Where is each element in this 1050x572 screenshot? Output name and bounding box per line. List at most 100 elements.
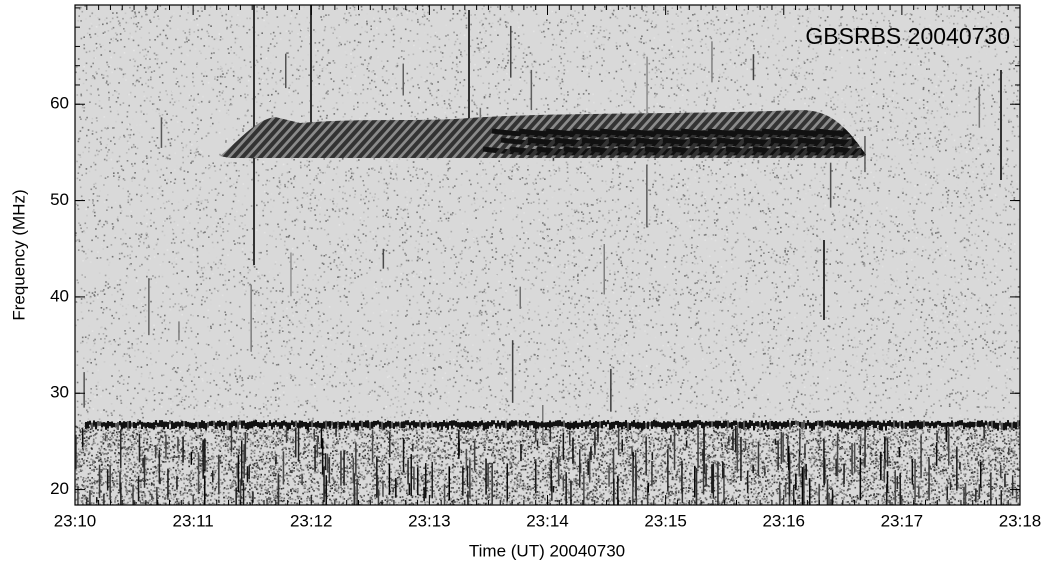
noise: [773, 326, 775, 328]
noise: [871, 347, 873, 349]
noise: [967, 358, 969, 360]
noise: [609, 364, 611, 366]
noise: [678, 51, 680, 53]
noise: [162, 82, 164, 84]
noise: [656, 249, 658, 251]
noise: [598, 32, 600, 34]
noise: [602, 180, 604, 182]
noise: [87, 402, 89, 404]
noise: [632, 90, 634, 92]
noise: [1016, 149, 1018, 151]
noise: [209, 289, 211, 291]
noise: [402, 279, 404, 281]
noise: [220, 226, 222, 228]
noise: [508, 310, 510, 312]
noise: [491, 26, 493, 28]
noise: [581, 270, 583, 272]
noise: [793, 251, 795, 253]
noise: [417, 256, 419, 258]
noise: [822, 369, 824, 371]
noise: [442, 369, 444, 371]
noise: [912, 270, 914, 272]
noise: [99, 24, 101, 26]
noise: [567, 94, 569, 96]
noise: [657, 284, 659, 286]
noise: [485, 201, 487, 203]
noise: [735, 256, 737, 258]
noise: [558, 203, 560, 205]
noise: [711, 174, 713, 176]
noise: [354, 275, 356, 277]
noise: [605, 201, 607, 203]
noise: [845, 197, 847, 199]
noise: [400, 406, 402, 408]
noise: [273, 417, 275, 419]
noise: [581, 172, 583, 174]
noise: [128, 105, 130, 107]
noise: [710, 170, 712, 172]
noise: [907, 428, 909, 430]
noise: [786, 215, 788, 217]
noise: [964, 463, 966, 465]
noise: [86, 90, 88, 92]
noise: [966, 187, 968, 189]
noise: [814, 178, 816, 180]
noise: [237, 14, 239, 16]
noise: [125, 243, 127, 245]
noise: [524, 99, 526, 101]
noise: [794, 341, 796, 343]
noise: [733, 187, 735, 189]
noise: [491, 395, 493, 397]
noise: [235, 162, 237, 164]
noise: [301, 471, 303, 473]
noise: [843, 89, 845, 91]
noise: [564, 69, 566, 71]
noise: [997, 357, 999, 359]
noise: [206, 282, 208, 284]
noise: [777, 96, 779, 98]
noise: [172, 411, 174, 413]
noise: [714, 321, 716, 323]
noise: [911, 97, 913, 99]
noise: [150, 77, 152, 79]
noise: [666, 381, 668, 383]
noise: [507, 272, 509, 274]
noise: [294, 375, 296, 377]
noise: [947, 380, 949, 382]
noise: [440, 60, 442, 62]
noise: [988, 377, 990, 379]
noise: [741, 342, 743, 344]
noise: [890, 477, 892, 479]
noise: [394, 467, 396, 469]
noise: [445, 175, 447, 177]
noise: [389, 166, 391, 168]
noise: [546, 438, 548, 440]
noise: [544, 319, 546, 321]
noise: [687, 498, 689, 500]
noise: [826, 102, 828, 104]
noise: [604, 218, 606, 220]
noise: [371, 80, 373, 82]
noise: [582, 366, 584, 368]
noise: [1009, 309, 1011, 311]
noise: [394, 190, 396, 192]
noise: [387, 267, 389, 269]
noise: [295, 385, 297, 387]
noise: [660, 332, 662, 334]
noise: [739, 298, 741, 300]
noise: [498, 281, 500, 283]
noise: [333, 412, 335, 414]
noise: [293, 315, 295, 317]
noise: [633, 325, 635, 327]
noise: [456, 117, 458, 119]
noise: [355, 190, 357, 192]
noise: [266, 169, 268, 171]
noise: [891, 417, 893, 419]
noise: [479, 369, 481, 371]
noise: [413, 45, 415, 47]
noise: [512, 469, 514, 471]
noise: [306, 160, 308, 162]
noise: [965, 295, 967, 297]
noise: [573, 192, 575, 194]
noise: [751, 324, 753, 326]
